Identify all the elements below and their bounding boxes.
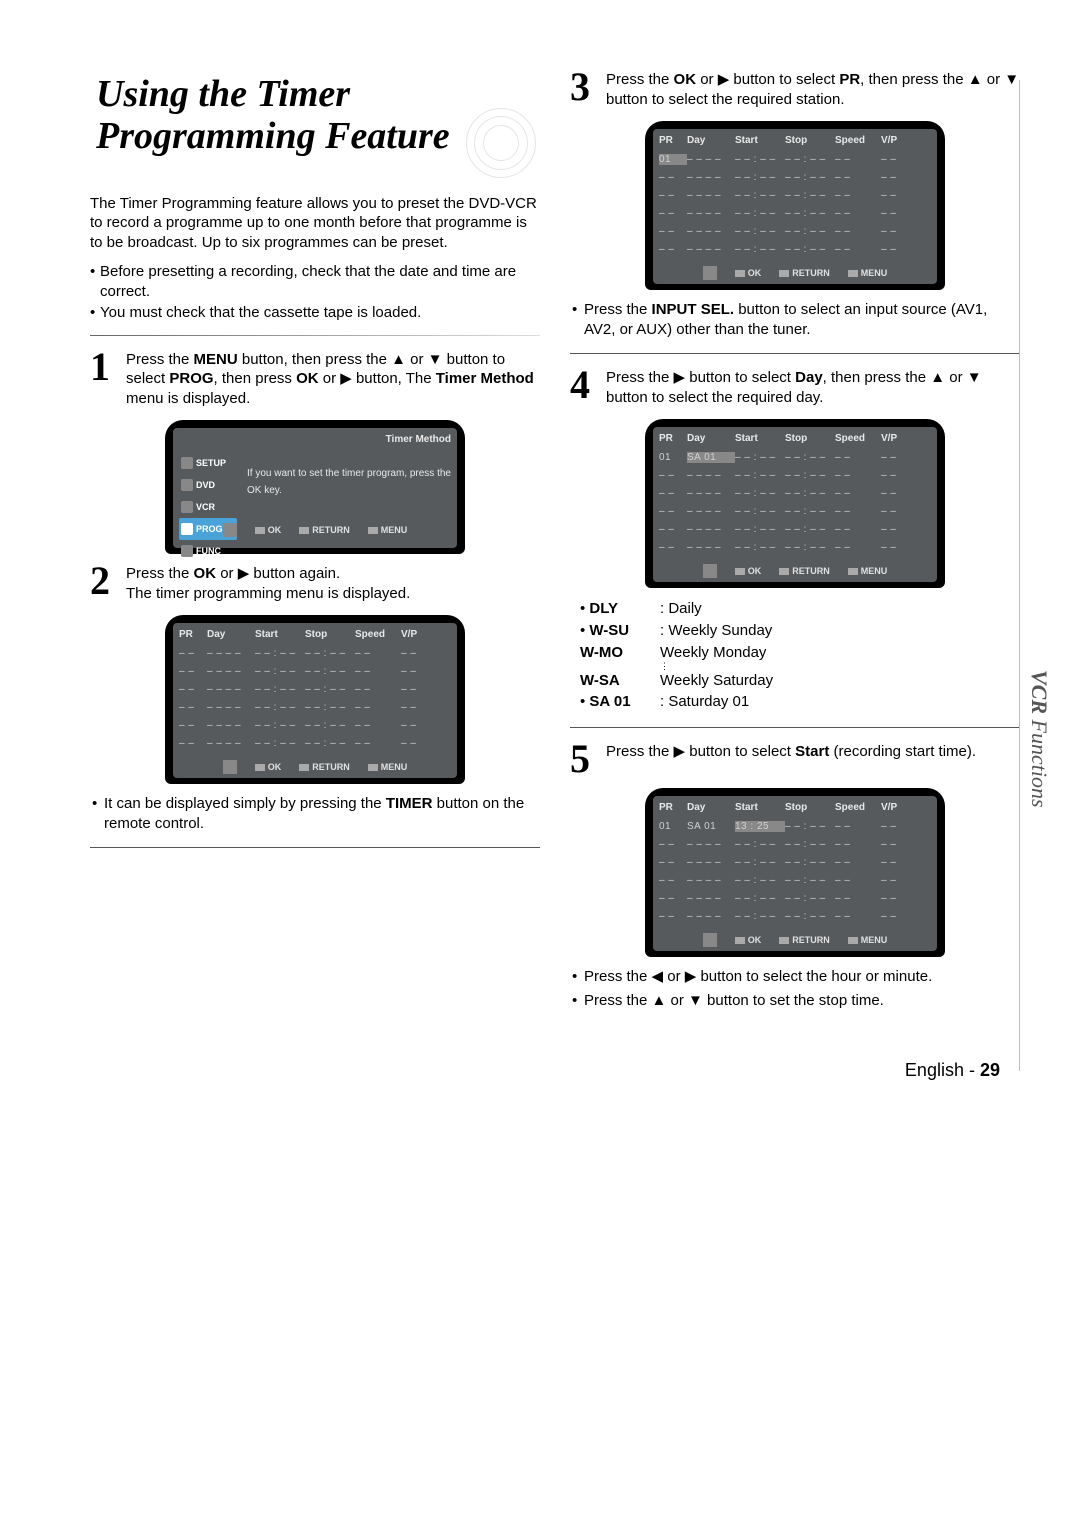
left-column: Using the Timer Programming Feature The … <box>90 70 540 1020</box>
osd-inner: Timer Method SETUP DVD VCR PROG FUNC If … <box>173 428 457 548</box>
footer-lang: English - <box>905 1060 980 1080</box>
osd-step5: PRDayStartStopSpeedV/P 01SA 0113 : 25– –… <box>645 788 945 957</box>
return-icon <box>299 527 309 534</box>
osd-footer-menu: MENU <box>381 525 408 535</box>
divider <box>90 847 540 848</box>
step3-notes: Press the INPUT SEL. button to select an… <box>570 300 1020 339</box>
divider <box>90 335 540 336</box>
osd-table-body: 01SA 0113 : 25– – : – –– –– –– –– – – ––… <box>659 817 931 925</box>
right-column: 3 Press the OK or ▶ button to select PR,… <box>570 70 1020 1020</box>
footer-page: 29 <box>980 1060 1000 1080</box>
note: Press the ▲ or ▼ button to set the stop … <box>570 991 1020 1011</box>
note: Press the INPUT SEL. button to select an… <box>570 300 1020 339</box>
osd-sidebar-item: DVD <box>196 474 215 496</box>
intro-bullet: You must check that the cassette tape is… <box>90 303 540 323</box>
section-tab-bold: VCR <box>1027 670 1052 720</box>
step-1: 1 Press the MENU button, then press the … <box>90 350 540 409</box>
divider <box>570 727 1020 728</box>
title-box: Using the Timer Programming Feature <box>90 70 540 166</box>
step2-notes: It can be displayed simply by pressing t… <box>90 794 540 833</box>
intro-bullets: Before presetting a recording, check tha… <box>90 262 540 323</box>
dpad-icon <box>223 523 237 537</box>
title-line2: Programming Feature <box>96 115 450 157</box>
note: It can be displayed simply by pressing t… <box>90 794 540 833</box>
osd-table-head: PRDayStartStopSpeedV/P <box>179 629 451 640</box>
right-margin-line <box>1019 80 1020 1071</box>
step-3: 3 Press the OK or ▶ button to select PR,… <box>570 70 1020 109</box>
step-5: 5 Press the ▶ button to select Start (re… <box>570 742 1020 776</box>
step-text: Press the OK or ▶ button to select PR, t… <box>606 70 1020 109</box>
osd-sidebar-item: VCR <box>196 496 215 518</box>
osd-title: Timer Method <box>179 434 451 445</box>
step-text: Press the ▶ button to select Start (reco… <box>606 742 1020 776</box>
ok-icon <box>255 527 265 534</box>
osd-footer-return: RETURN <box>312 525 350 535</box>
step-number: 5 <box>570 742 598 776</box>
step5-notes: Press the ◀ or ▶ button to select the ho… <box>570 967 1020 1010</box>
divider <box>570 353 1020 354</box>
intro-text: The Timer Programming feature allows you… <box>90 194 540 253</box>
osd-step4: PRDayStartStopSpeedV/P 01SA 01– – : – ––… <box>645 419 945 588</box>
step-number: 2 <box>90 564 118 603</box>
osd-sidebar-item: SETUP <box>196 452 226 474</box>
step-2: 2 Press the OK or ▶ button again.The tim… <box>90 564 540 603</box>
section-tab: VCR Functions <box>1026 670 1052 808</box>
osd-table-body: 01SA 01– – : – –– – : – –– –– –– –– – – … <box>659 448 931 556</box>
section-tab-rest: Functions <box>1027 720 1052 808</box>
step-4: 4 Press the ▶ button to select Day, then… <box>570 368 1020 407</box>
step-text: Press the MENU button, then press the ▲ … <box>126 350 540 409</box>
osd-sidebar-item: FUNC <box>196 540 221 562</box>
step-number: 4 <box>570 368 598 407</box>
osd-table-body: 01– – – –– – : – –– – : – –– –– –– –– – … <box>659 150 931 258</box>
osd-step2: PRDayStartStopSpeedV/P – –– – – –– – : –… <box>165 615 465 784</box>
osd-sidebar: SETUP DVD VCR PROG FUNC <box>179 452 237 562</box>
osd-step3: PRDayStartStopSpeedV/P 01– – – –– – : – … <box>645 121 945 290</box>
osd-body: If you want to set the timer program, pr… <box>247 449 451 499</box>
step-number: 1 <box>90 350 118 409</box>
day-definitions: DLY: DailyW-SU: Weekly SundayW-MOWeekly … <box>580 598 1020 713</box>
note: Press the ◀ or ▶ button to select the ho… <box>570 967 1020 987</box>
step-number: 3 <box>570 70 598 109</box>
title-line1: Using the Timer <box>96 73 350 115</box>
osd-table-body: – –– – – –– – : – –– – : – –– –– –– –– –… <box>179 644 451 752</box>
menu-icon <box>368 527 378 534</box>
intro-bullet: Before presetting a recording, check tha… <box>90 262 540 301</box>
osd-timer-method: Timer Method SETUP DVD VCR PROG FUNC If … <box>165 420 465 554</box>
osd-sidebar-item: PROG <box>196 518 223 540</box>
step-text: Press the OK or ▶ button again.The timer… <box>126 564 540 603</box>
page-content: Using the Timer Programming Feature The … <box>0 0 1080 1050</box>
osd-footer-ok: OK <box>268 525 282 535</box>
step-text: Press the ▶ button to select Day, then p… <box>606 368 1020 407</box>
page-footer: English - 29 <box>0 1050 1080 1111</box>
